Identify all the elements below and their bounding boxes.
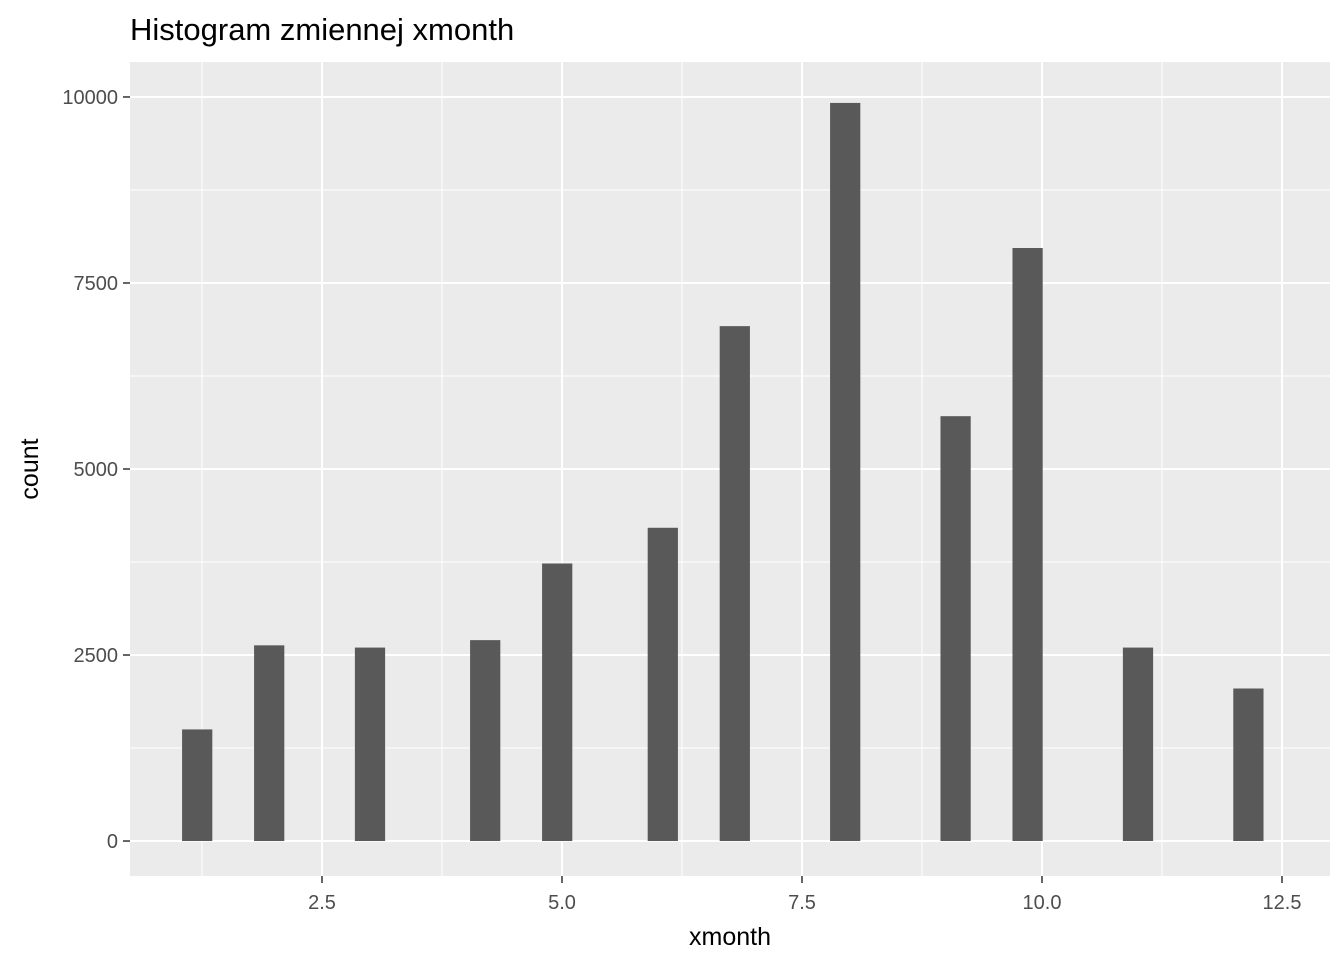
y-tick-label: 2500 <box>74 645 119 667</box>
histogram-bar <box>719 326 750 842</box>
histogram-bar <box>1233 688 1264 842</box>
y-tick-label: 5000 <box>74 459 119 481</box>
histogram-bar <box>354 647 386 842</box>
histogram-bar <box>542 563 573 842</box>
y-axis-ticks: 0 2500 5000 7500 10000 <box>62 87 130 853</box>
x-tick-label: 5.0 <box>548 892 576 914</box>
y-tick-label: 10000 <box>62 87 118 109</box>
histogram-bar <box>647 527 678 842</box>
x-tick-label: 2.5 <box>308 892 336 914</box>
x-axis-title: xmonth <box>689 923 771 951</box>
histogram-bar <box>940 416 971 842</box>
x-tick-label: 7.5 <box>788 892 816 914</box>
histogram-bar <box>470 640 501 842</box>
y-axis-title: count <box>16 438 44 499</box>
histogram-bar <box>830 102 861 842</box>
x-tick-label: 12.5 <box>1263 892 1302 914</box>
x-tick-label: 10.0 <box>1023 892 1062 914</box>
y-tick-label: 0 <box>107 831 118 853</box>
histogram-bar <box>1122 647 1154 842</box>
histogram-bars <box>182 102 1264 842</box>
x-axis-ticks: 2.5 5.0 7.5 10.0 12.5 <box>308 876 1301 914</box>
histogram-bar <box>182 729 213 842</box>
histogram-bar <box>1012 248 1043 842</box>
chart-title: Histogram zmiennej xmonth <box>130 12 514 47</box>
histogram-bar <box>254 645 285 842</box>
y-tick-label: 7500 <box>74 273 119 295</box>
